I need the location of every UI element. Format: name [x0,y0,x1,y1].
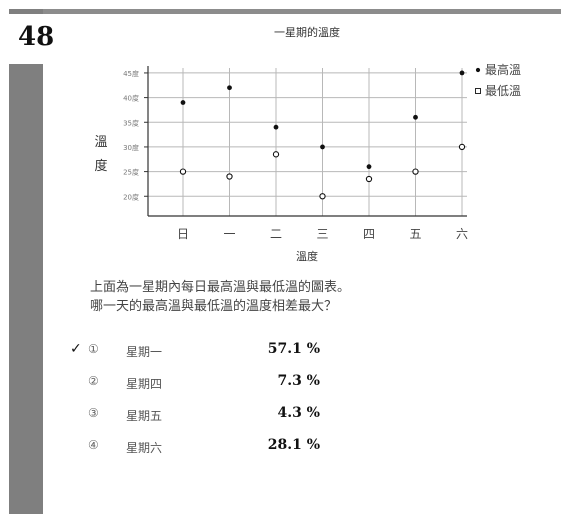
option-percentage: 4.3 % [277,405,320,421]
low-temp-point [458,143,466,151]
option-label: 星期一 [126,345,163,359]
data-points [179,70,466,200]
answer-options: ✓ ① 星期一 57.1 % ② 星期四 7.3 % ③ 星期五 4.3 % ④… [70,340,360,468]
selected-check-icon: ✓ [70,341,82,357]
x-tick-label: 日 [177,227,189,241]
option-number-marker: ① [88,342,99,356]
x-axis-label: 溫度 [296,249,318,263]
option-number-marker: ④ [88,438,99,452]
option-percentage: 7.3 % [277,373,320,389]
y-tick-label: 25度 [123,168,139,177]
option-label: 星期六 [126,441,163,455]
high-temp-point [180,100,186,105]
legend-high-marker [475,67,481,73]
y-axis-label-top: 溫 [94,135,107,150]
y-tick-label: 35度 [123,118,139,127]
chart-title: 一星期的溫度 [274,25,340,39]
high-temp-point [459,70,465,76]
option-label: 星期五 [126,409,163,423]
y-axis-label-bottom: 度 [94,158,107,174]
y-tick-label: 20度 [123,192,139,201]
low-temp-point [319,193,326,200]
low-temp-point [365,175,373,183]
x-tick-label: 四 [363,227,375,241]
y-tick-label: 30度 [123,143,139,152]
low-temp-point [226,173,233,180]
option-number-marker: ③ [88,406,99,420]
temperature-chart: 一星期的溫度 溫 度 45度 40度 35度 30度 25度 20度日一二三四五六 溫度 … [80,20,550,265]
option-2[interactable]: ② 星期四 7.3 % [70,372,360,404]
question-number: 48 [18,22,55,52]
option-label: 星期四 [126,377,163,391]
question-text: 上面為一星期內每日最高溫與最低溫的圖表。 哪一天的最高溫與最低溫的溫度相差最大？ [90,278,350,316]
question-line-1: 上面為一星期內每日最高溫與最低溫的圖表。 [90,280,351,295]
low-temp-point [412,168,419,175]
x-tick-label: 六 [456,227,468,241]
side-bar [9,9,43,514]
x-tick-label: 三 [316,227,328,241]
high-temp-point [273,124,279,130]
x-tick-label: 五 [409,227,421,241]
low-temp-point [179,168,187,175]
x-tick-label: 二 [270,227,282,241]
y-tick-label: 40度 [123,94,139,103]
y-tick-label: 45度 [123,69,139,78]
legend-label: 最高溫 [485,62,521,77]
legend-label: 最低溫 [485,84,521,98]
high-temp-point [227,85,232,91]
option-number-marker: ② [88,374,99,388]
top-rule [9,9,561,14]
option-1[interactable]: ✓ ① 星期一 57.1 % [70,340,360,372]
high-temp-point [320,144,325,150]
question-number-tab [9,14,75,64]
option-percentage: 28.1 % [267,437,320,453]
question-line-2: 哪一天的最高溫與最低溫的溫度相差最大？ [90,299,338,314]
option-4[interactable]: ④ 星期六 28.1 % [70,436,360,468]
high-temp-point [413,114,418,120]
option-3[interactable]: ③ 星期五 4.3 % [70,404,360,436]
x-tick-label: 一 [223,227,235,241]
legend-low-marker [475,88,481,94]
high-temp-point [366,164,372,170]
low-temp-point [272,151,280,158]
option-percentage: 57.1 % [267,341,320,357]
axes [147,66,467,217]
chart-canvas: 一星期的溫度 溫 度 45度40度35度30度25度20度日一二三四五六 溫度 … [94,25,521,263]
grid-lines [148,68,467,216]
